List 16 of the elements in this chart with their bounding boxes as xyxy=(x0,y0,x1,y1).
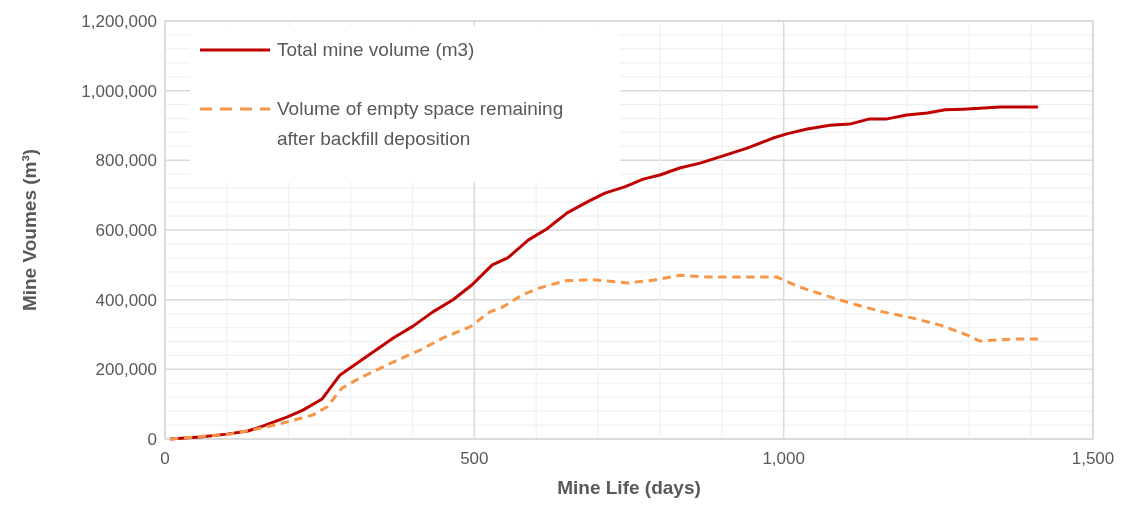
x-tick-label: 1,500 xyxy=(1071,449,1115,468)
y-tick-label: 1,200,000 xyxy=(81,11,157,31)
legend-label: Total mine volume (m3) xyxy=(277,39,475,60)
y-tick-label: 0 xyxy=(147,429,157,449)
x-tick-label: 0 xyxy=(160,449,170,468)
y-tick-label: 1,000,000 xyxy=(81,81,157,101)
y-tick-label: 600,000 xyxy=(95,220,157,240)
y-tick-label: 200,000 xyxy=(95,360,157,380)
y-tick-label: 400,000 xyxy=(95,290,157,310)
line-series xyxy=(168,273,1040,441)
y-tick-label: 800,000 xyxy=(95,151,157,171)
y-axis-title: Mine Voumes (m³) xyxy=(19,148,40,312)
x-tick-label: 1,000 xyxy=(762,449,805,468)
x-axis-title: Mine Life (days) xyxy=(557,477,701,498)
x-tick-label: 500 xyxy=(460,449,489,468)
legend-label: Volume of empty space remaining after backfill deposition xyxy=(277,98,564,149)
